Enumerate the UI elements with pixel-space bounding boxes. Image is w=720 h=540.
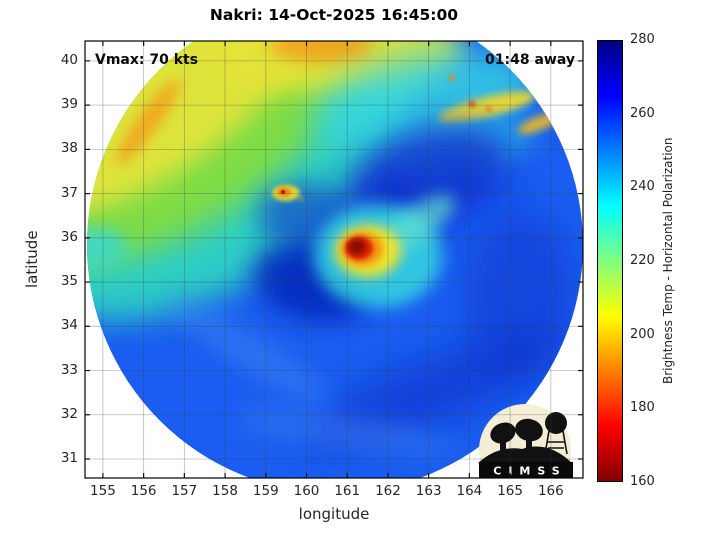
y-tick-label: 34: [60, 317, 78, 334]
x-tick-label: 156: [130, 483, 157, 499]
axes-border: [84, 40, 584, 479]
x-tick-label: 166: [537, 483, 564, 499]
feature-nw-edge-streak: [116, 79, 180, 165]
plot-title: Nakri: 14-Oct-2025 16:45:00: [209, 6, 459, 24]
satellite-dish-icon: [515, 418, 543, 442]
logo-banner: [479, 462, 573, 478]
y-tick-label: 37: [60, 184, 78, 201]
microwave-swath-image: [87, 41, 583, 478]
satellite-dish-icon: [490, 422, 516, 444]
y-tick-label: 31: [60, 449, 78, 466]
y-tick-label: 39: [60, 96, 78, 113]
colorbar-tick-label: 220: [630, 253, 655, 268]
grid-layer: [85, 41, 583, 478]
vmax-annotation: Vmax: 70 kts: [95, 52, 199, 68]
logo-ground-silhouette: [478, 446, 572, 463]
colorbar-tick-label: 180: [630, 400, 655, 416]
dish-stem: [526, 438, 532, 450]
image-feature: [469, 101, 475, 107]
colorbar-tick-label: 240: [630, 179, 655, 195]
y-tick-label: 36: [60, 228, 78, 245]
colorbar-label: Brightness Temp - Horizontal Polarizatio…: [661, 137, 675, 385]
image-feature: [465, 210, 575, 380]
dish-stem: [500, 438, 506, 450]
feature-left-edge-cyan: [87, 227, 126, 267]
colorbar: [597, 40, 623, 482]
feature-top-orange-blob: [270, 41, 374, 62]
x-tick-label: 159: [252, 483, 279, 499]
cimss-logo: CIMSS: [478, 404, 573, 478]
x-tick-label: 164: [456, 483, 483, 499]
tick-layer: [85, 41, 583, 478]
x-tick-label: 163: [415, 483, 442, 499]
y-tick-label: 33: [60, 361, 78, 378]
colorbar-tick-label: 260: [630, 105, 655, 121]
y-tick-label: 32: [60, 405, 78, 422]
x-tick-label: 155: [90, 483, 116, 499]
x-tick-label: 161: [334, 483, 361, 499]
x-tick-label: 158: [212, 483, 238, 499]
water-tower-legs: [544, 430, 568, 455]
x-tick-label: 162: [375, 483, 401, 499]
y-axis-label: latitude: [23, 230, 41, 289]
y-tick-label: 38: [60, 140, 78, 157]
water-tower-icon: [545, 412, 567, 434]
x-tick-label: 165: [497, 483, 523, 499]
image-feature: [236, 410, 454, 454]
image-feature: [280, 189, 286, 195]
x-axis-label: longitude: [298, 505, 370, 523]
x-tick-label: 160: [293, 483, 320, 499]
logo-text: CIMSS: [493, 465, 566, 478]
feature-convective-burst-core: [348, 239, 366, 255]
feature-dark-region-ne: [345, 125, 511, 231]
image-feature: [449, 75, 455, 81]
colorbar-tick-label: 200: [630, 326, 655, 342]
y-tick-label: 35: [60, 273, 78, 290]
feature-ne-warm-streak: [438, 91, 536, 123]
x-tick-label: 157: [171, 483, 198, 499]
image-feature: [486, 106, 492, 112]
colorbar-tick-label: 280: [630, 32, 655, 47]
colorbar-tick-label: 160: [630, 474, 655, 489]
image-feature: [299, 197, 303, 201]
image-feature: [168, 299, 332, 405]
eta-annotation: 01:48 away: [485, 52, 575, 68]
y-tick-label: 40: [60, 51, 78, 68]
